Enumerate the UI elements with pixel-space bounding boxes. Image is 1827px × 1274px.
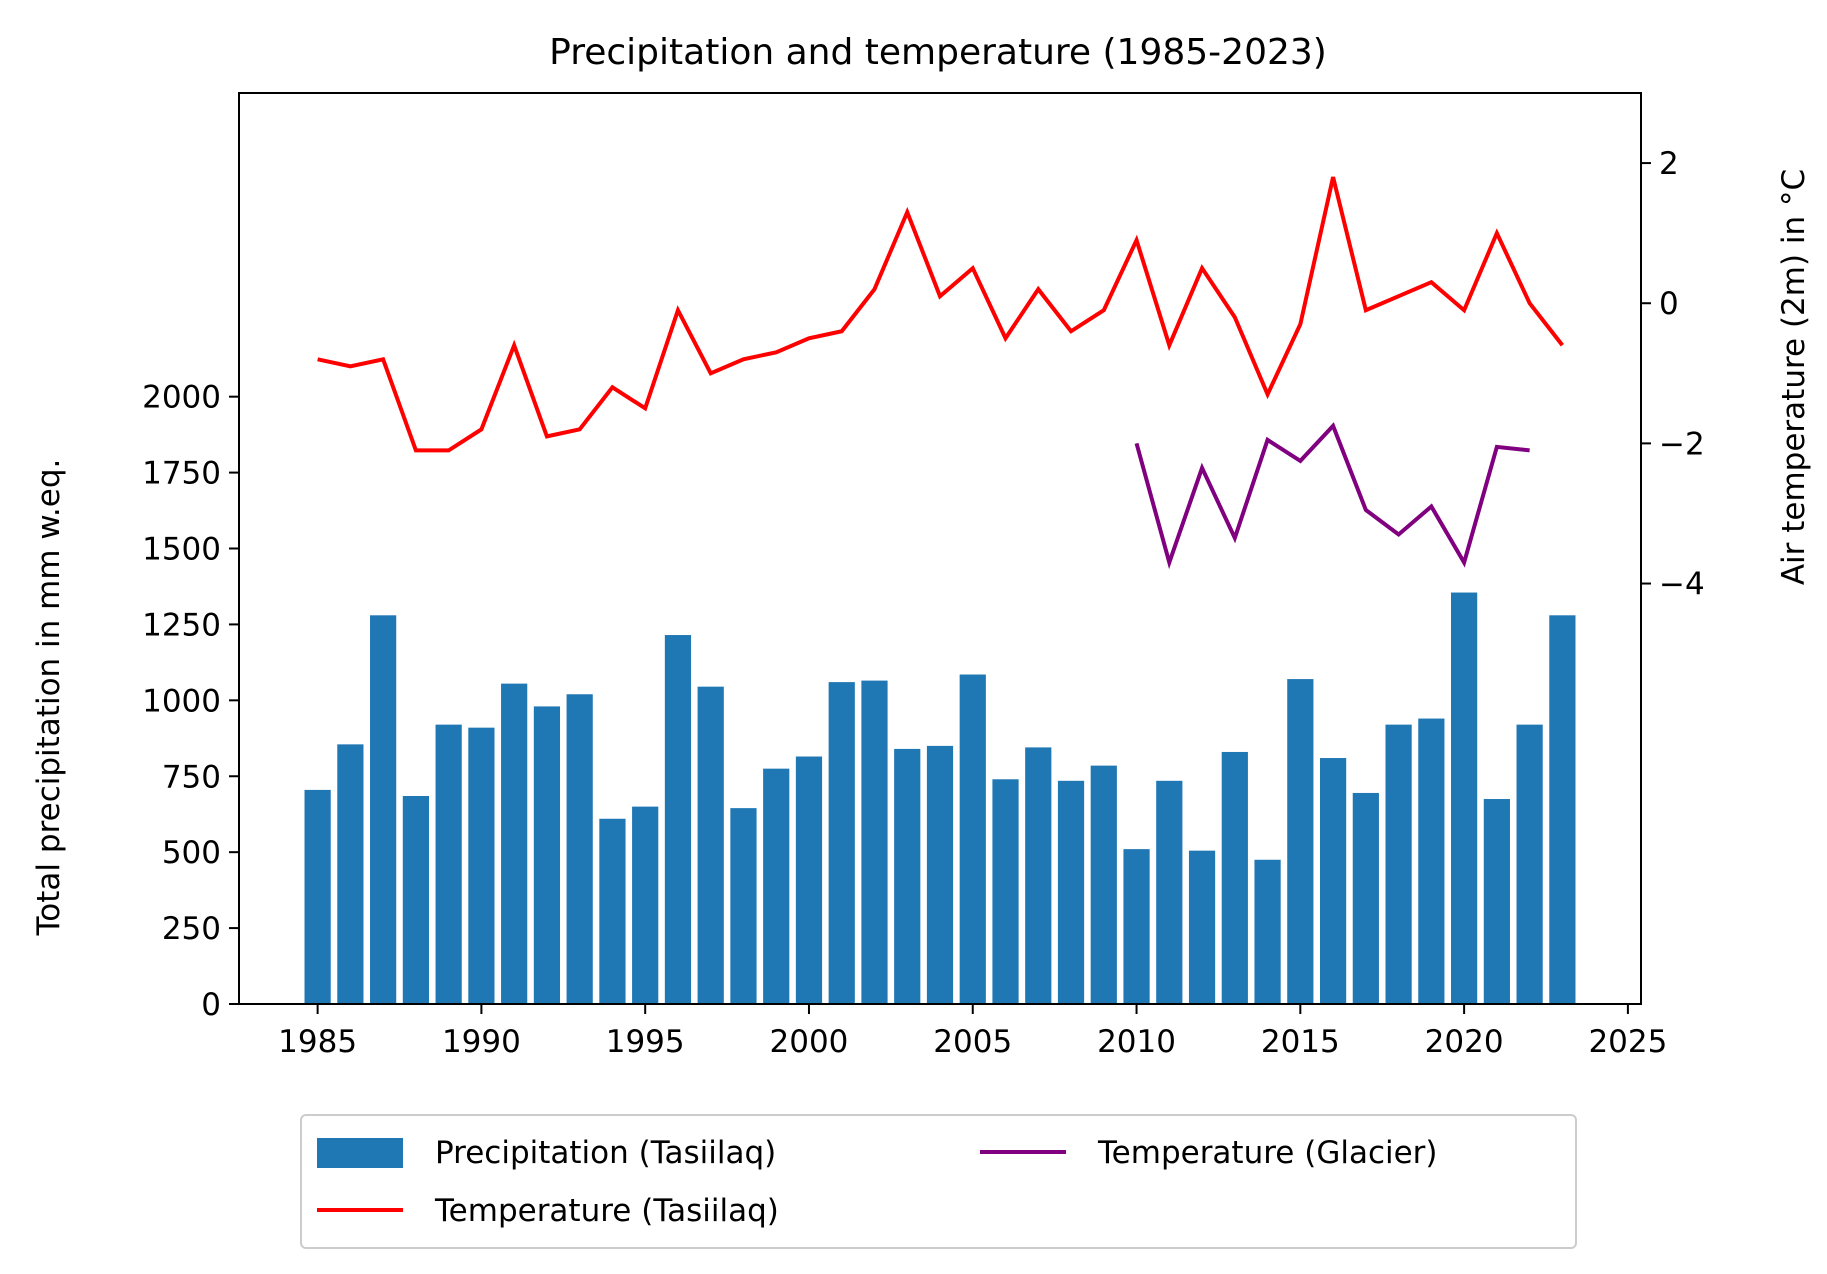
precipitation-bar	[1156, 780, 1183, 1004]
precipitation-bar	[1090, 765, 1117, 1004]
precipitation-bar	[697, 686, 724, 1004]
y2-tick-label: −4	[1659, 567, 1705, 603]
y-tick-label: 2000	[142, 380, 221, 416]
precipitation-bar	[632, 806, 659, 1004]
precipitation-bar	[370, 615, 397, 1004]
temperature-tasiilaq-line	[317, 176, 1564, 453]
precipitation-bar	[1123, 849, 1150, 1004]
y2-tick-label: 0	[1659, 286, 1679, 322]
x-tick-label: 2020	[1425, 1024, 1504, 1060]
precipitation-bar	[1385, 724, 1412, 1004]
y-axis-left: 0 250 500 750 1000 1250 1500 1750 2000	[142, 380, 239, 1023]
precipitation-bar	[435, 724, 462, 1004]
precipitation-bar	[664, 635, 692, 1004]
legend-frame	[300, 1114, 1577, 1249]
precipitation-bar	[1549, 615, 1576, 1004]
precipitation-bar	[402, 795, 429, 1004]
legend-label-temperature-glacier: Temperature (Glacier)	[1097, 1135, 1438, 1171]
y2-tick-label: 2	[1659, 146, 1679, 182]
x-tick-label: 2025	[1588, 1024, 1667, 1060]
precipitation-bar	[1352, 792, 1379, 1004]
precipitation-bar	[861, 680, 888, 1004]
y2-axis-label: Air temperature (2m) in °C	[1776, 169, 1812, 585]
precipitation-bar	[599, 818, 626, 1004]
legend-label-temperature-tasiilaq: Temperature (Tasiilaq)	[434, 1193, 779, 1229]
chart-title: Precipitation and temperature (1985-2023…	[549, 32, 1327, 73]
legend-label-precipitation: Precipitation (Tasiilaq)	[435, 1135, 776, 1171]
precipitation-bar	[959, 674, 986, 1004]
precipitation-bar	[1188, 850, 1216, 1004]
y-tick-label: 250	[162, 911, 221, 947]
precipitation-bar	[1287, 679, 1314, 1004]
y-tick-label: 0	[201, 987, 221, 1023]
y-axis-right: 2 0 −2 −4	[1641, 146, 1705, 603]
precipitation-bar	[1418, 718, 1445, 1004]
y-tick-label: 750	[162, 759, 221, 795]
precipitation-bar	[1516, 724, 1543, 1004]
y-tick-label: 1250	[142, 607, 221, 643]
legend-swatch-precipitation	[317, 1138, 403, 1168]
temperature-glacier-line	[1134, 422, 1530, 570]
precipitation-bar	[992, 779, 1019, 1004]
precipitation-bar	[795, 756, 823, 1004]
precipitation-bar	[501, 683, 528, 1004]
precipitation-bar	[1221, 751, 1248, 1004]
precipitation-bar	[1319, 758, 1347, 1004]
temperature-lines	[317, 176, 1564, 570]
x-tick-label: 2010	[1097, 1024, 1176, 1060]
precipitation-bar	[730, 808, 757, 1004]
precipitation-bar	[1025, 747, 1052, 1004]
x-tick-label: 1985	[278, 1024, 357, 1060]
x-tick-label: 1995	[606, 1024, 685, 1060]
precipitation-bar	[894, 748, 921, 1004]
y-tick-label: 1000	[142, 683, 221, 719]
x-axis: 1985 1990 1995 2000 2005 2010 2015 2020 2025	[278, 1004, 1667, 1060]
y2-tick-label: −2	[1659, 426, 1705, 462]
precipitation-bar	[1451, 592, 1478, 1004]
x-tick-label: 2000	[770, 1024, 849, 1060]
precipitation-bar	[337, 744, 364, 1004]
precipitation-bars	[304, 592, 1576, 1004]
x-tick-label: 2015	[1261, 1024, 1340, 1060]
legend: Precipitation (Tasiilaq) Temperature (Ta…	[300, 1114, 1577, 1249]
precipitation-bar	[566, 694, 593, 1004]
precipitation-bar	[1057, 780, 1085, 1004]
precipitation-bar	[828, 682, 855, 1004]
y-tick-label: 1750	[142, 456, 221, 492]
y-tick-label: 500	[162, 835, 221, 871]
precipitation-bar	[1254, 859, 1281, 1004]
x-tick-label: 2005	[933, 1024, 1012, 1060]
precipitation-bar	[763, 768, 790, 1004]
y-axis-label: Total precipitation in mm w.eq.	[31, 459, 67, 937]
x-tick-label: 1990	[442, 1024, 521, 1060]
precipitation-bar	[533, 706, 561, 1004]
precipitation-bar	[468, 727, 495, 1004]
precipitation-bar	[304, 789, 331, 1004]
plot-area	[238, 92, 1642, 1005]
precipitation-bar	[926, 745, 954, 1004]
y-tick-label: 1500	[142, 532, 221, 568]
precipitation-bar	[1483, 799, 1510, 1004]
